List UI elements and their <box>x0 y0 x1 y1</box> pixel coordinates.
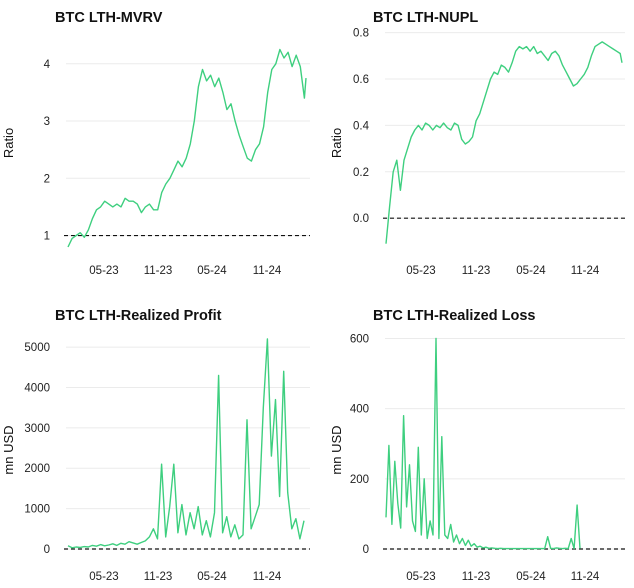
x-tick-label: 05-24 <box>197 265 227 277</box>
y-axis-label: mn USD <box>1 425 16 474</box>
y-tick-label: 0.2 <box>353 167 369 179</box>
y-tick-label: 0.4 <box>353 120 370 132</box>
y-tick-label: 0.0 <box>353 213 369 225</box>
x-tick-label: 11-23 <box>144 265 173 277</box>
chart-title: BTC LTH-MVRV <box>55 10 163 26</box>
y-tick-label: 0 <box>363 544 369 556</box>
panel-lth-nupl: BTC LTH-NUPL Ratio 0.0 0.2 0.4 0.6 0.8 05-23 1… <box>329 10 625 277</box>
y-axis-label: mn USD <box>329 425 344 474</box>
y-tick-label: 600 <box>350 334 369 346</box>
chart-title: BTC LTH-NUPL <box>373 10 478 26</box>
y-tick-label: 3000 <box>24 423 50 435</box>
y-tick-label: 2000 <box>24 463 50 475</box>
chart-title: BTC LTH-Realized Profit <box>55 308 222 324</box>
y-axis-label: Ratio <box>1 128 16 158</box>
y-tick-label: 0 <box>44 544 50 556</box>
series-line <box>67 338 305 549</box>
series-line <box>385 337 581 550</box>
x-tick-label: 11-24 <box>571 571 600 583</box>
x-tick-label: 05-23 <box>406 571 435 583</box>
x-tick-label: 11-24 <box>253 265 282 277</box>
y-tick-label: 1 <box>44 231 50 243</box>
y-tick-label: 3 <box>44 116 50 128</box>
panel-lth-realized-loss: BTC LTH-Realized Loss mn USD 0 200 400 600 0… <box>329 308 625 583</box>
y-tick-label: 4000 <box>24 382 50 394</box>
chart-title: BTC LTH-Realized Loss <box>373 308 535 324</box>
y-tick-label: 2 <box>44 173 50 185</box>
panel-lth-mvrv: BTC LTH-MVRV Ratio 1 2 3 4 05-23 11-23 05-24 11… <box>1 10 310 277</box>
y-tick-label: 200 <box>350 474 369 486</box>
y-tick-label: 5000 <box>24 342 50 354</box>
x-tick-label: 05-24 <box>197 571 227 583</box>
series-line <box>67 48 307 248</box>
x-tick-label: 11-24 <box>571 265 600 277</box>
x-tick-label: 11-24 <box>253 571 282 583</box>
x-tick-label: 05-23 <box>89 265 118 277</box>
x-tick-label: 11-23 <box>462 571 491 583</box>
y-tick-label: 1000 <box>24 504 50 516</box>
x-tick-label: 11-23 <box>462 265 491 277</box>
x-tick-label: 05-24 <box>516 265 546 277</box>
y-axis-label: Ratio <box>329 128 344 158</box>
series-line <box>385 41 623 244</box>
x-tick-label: 05-23 <box>89 571 118 583</box>
x-tick-label: 11-23 <box>144 571 173 583</box>
y-tick-label: 0.6 <box>353 74 369 86</box>
y-tick-label: 4 <box>44 59 51 71</box>
panel-lth-realized-profit: BTC LTH-Realized Profit mn USD 0 1000 2000… <box>1 308 310 583</box>
y-tick-label: 400 <box>350 404 369 416</box>
x-tick-label: 05-24 <box>516 571 546 583</box>
y-tick-label: 0.8 <box>353 28 369 40</box>
x-tick-label: 05-23 <box>406 265 435 277</box>
